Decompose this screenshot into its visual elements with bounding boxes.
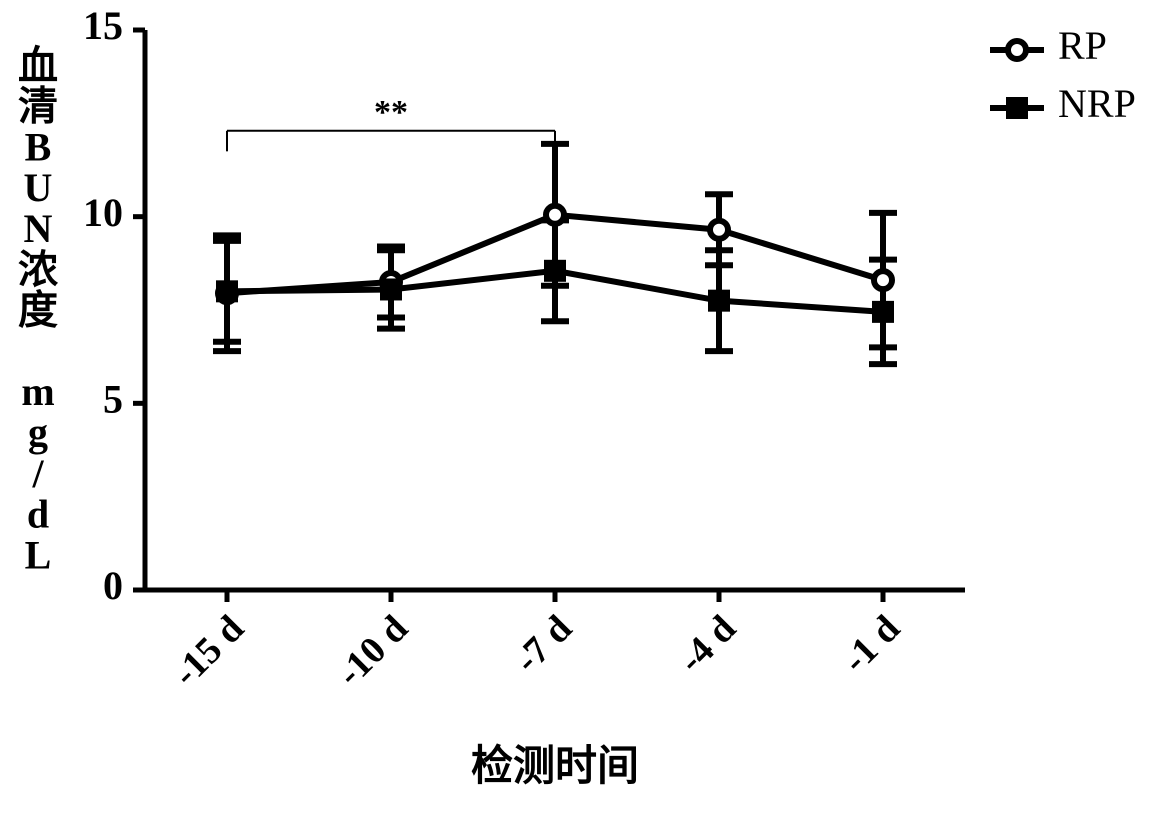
significance-label: ** bbox=[374, 94, 408, 131]
marker-open-circle bbox=[710, 221, 728, 239]
chart-container: 051015-15 d-10 d-7 d-4 d-1 d血清BUN浓度 mg/d… bbox=[0, 0, 1171, 836]
y-tick-label: 10 bbox=[83, 190, 123, 235]
legend-label: NRP bbox=[1058, 81, 1136, 126]
y-axis-label-char: m bbox=[21, 369, 54, 414]
marker-open-circle bbox=[1008, 41, 1026, 59]
y-tick-label: 5 bbox=[103, 377, 123, 422]
y-axis-label-char: B bbox=[25, 124, 52, 169]
y-axis-label-char: d bbox=[27, 492, 49, 537]
y-axis-label-char: / bbox=[31, 451, 44, 496]
marker-open-circle bbox=[874, 271, 892, 289]
y-axis-label-char: L bbox=[25, 532, 52, 577]
marker-filled-square bbox=[1006, 97, 1028, 119]
marker-filled-square bbox=[380, 278, 402, 300]
y-axis-label-char: g bbox=[28, 410, 48, 455]
chart-svg: 051015-15 d-10 d-7 d-4 d-1 d血清BUN浓度 mg/d… bbox=[0, 0, 1171, 836]
marker-filled-square bbox=[872, 301, 894, 323]
y-axis-label-char: N bbox=[24, 206, 53, 251]
x-axis-label: 检测时间 bbox=[471, 743, 639, 790]
y-axis-label-char: U bbox=[24, 165, 53, 210]
y-axis-label-char: 血 bbox=[18, 43, 58, 88]
y-axis-label-char: 浓 bbox=[18, 247, 59, 292]
marker-filled-square bbox=[708, 290, 730, 312]
marker-open-circle bbox=[546, 206, 564, 224]
y-tick-label: 0 bbox=[103, 563, 123, 608]
y-tick-label: 15 bbox=[83, 3, 123, 48]
plot-bg bbox=[0, 0, 1171, 836]
marker-filled-square bbox=[544, 260, 566, 282]
legend-label: RP bbox=[1058, 23, 1107, 68]
y-axis-label-char: 清 bbox=[18, 84, 58, 129]
y-axis-label-char: 度 bbox=[18, 288, 58, 333]
marker-filled-square bbox=[216, 280, 238, 302]
